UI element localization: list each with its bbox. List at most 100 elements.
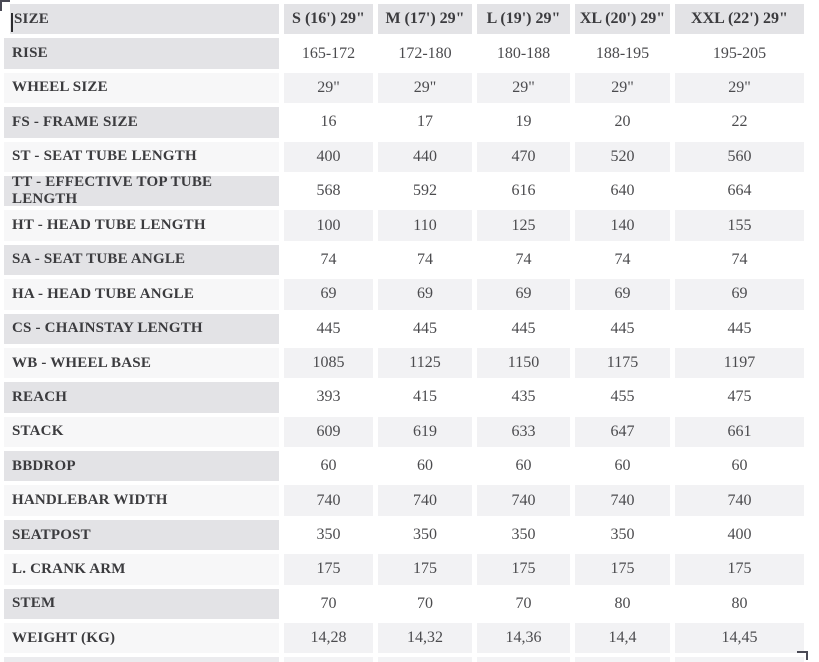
value-cell: 609	[284, 416, 373, 448]
value-cell: 100	[284, 210, 373, 241]
value-cell: 125	[477, 210, 570, 241]
value-cell: 400	[675, 519, 804, 551]
value-cell: 350	[378, 519, 472, 551]
value-cell: 1197	[675, 347, 804, 379]
value-cell: 175	[284, 554, 373, 585]
value-cell: 664	[675, 175, 804, 207]
value-cell: 445	[284, 313, 373, 344]
row-label: SA - SEAT TUBE ANGLE	[4, 244, 279, 276]
text-cursor-caret	[11, 13, 13, 32]
row-label: FS - FRAME SIZE	[4, 107, 279, 138]
value-cell: 445	[477, 313, 570, 344]
value-cell: 14,32	[378, 623, 472, 654]
partial-row-value	[575, 657, 670, 662]
row-label: SEATPOST	[4, 519, 279, 551]
value-cell: 60	[675, 451, 804, 482]
value-cell: 110	[378, 210, 472, 241]
value-cell: 175	[675, 554, 804, 585]
value-cell: 568	[284, 175, 373, 207]
value-cell: 60	[378, 451, 472, 482]
value-cell: 14,45	[675, 623, 804, 654]
value-cell: 70	[284, 588, 373, 620]
value-cell: 69	[284, 279, 373, 310]
column-header-4: XXL (22') 29"	[675, 4, 804, 35]
row-label: STEM	[4, 588, 279, 620]
value-cell: 14,4	[575, 623, 670, 654]
value-cell: 1085	[284, 347, 373, 379]
value-cell: 74	[284, 244, 373, 276]
value-cell: 560	[675, 141, 804, 172]
row-label: WB - WHEEL BASE	[4, 347, 279, 379]
row-label: HT - HEAD TUBE LENGTH	[4, 210, 279, 241]
partial-row-value	[477, 657, 570, 662]
row-label: BBDROP	[4, 451, 279, 482]
value-cell: 475	[675, 382, 804, 413]
value-cell: 70	[477, 588, 570, 620]
row-label: CS - CHAINSTAY LENGTH	[4, 313, 279, 344]
value-cell: 74	[477, 244, 570, 276]
value-cell: 74	[378, 244, 472, 276]
value-cell: 172-180	[378, 38, 472, 69]
value-cell: 60	[575, 451, 670, 482]
value-cell: 155	[675, 210, 804, 241]
value-cell: 1125	[378, 347, 472, 379]
value-cell: 20	[575, 107, 670, 138]
value-cell: 29"	[477, 72, 570, 104]
value-cell: 69	[477, 279, 570, 310]
value-cell: 393	[284, 382, 373, 413]
row-label: STACK	[4, 416, 279, 448]
value-cell: 69	[675, 279, 804, 310]
value-cell: 350	[575, 519, 670, 551]
column-header-0: S (16') 29"	[284, 4, 373, 35]
value-cell: 69	[378, 279, 472, 310]
value-cell: 14,36	[477, 623, 570, 654]
row-label: ST - SEAT TUBE LENGTH	[4, 141, 279, 172]
value-cell: 1175	[575, 347, 670, 379]
resize-handle-bottom-right-icon[interactable]	[797, 651, 808, 660]
value-cell: 74	[575, 244, 670, 276]
value-cell: 1150	[477, 347, 570, 379]
value-cell: 29"	[575, 72, 670, 104]
value-cell: 60	[284, 451, 373, 482]
partial-row-value	[284, 657, 373, 662]
column-header-2: L (19') 29"	[477, 4, 570, 35]
value-cell: 29"	[675, 72, 804, 104]
value-cell: 440	[378, 141, 472, 172]
value-cell: 435	[477, 382, 570, 413]
value-cell: 22	[675, 107, 804, 138]
value-cell: 740	[284, 485, 373, 516]
value-cell: 175	[575, 554, 670, 585]
header-size-cell: SIZE	[4, 4, 279, 35]
size-chart-table: SIZE S (16') 29" M (17') 29" L (19') 29" XL …	[4, 4, 804, 662]
row-label: L. CRANK ARM	[4, 554, 279, 585]
value-cell: 740	[477, 485, 570, 516]
value-cell: 520	[575, 141, 670, 172]
row-label: HANDLEBAR WIDTH	[4, 485, 279, 516]
value-cell: 619	[378, 416, 472, 448]
value-cell: 69	[575, 279, 670, 310]
value-cell: 661	[675, 416, 804, 448]
value-cell: 640	[575, 175, 670, 207]
value-cell: 445	[378, 313, 472, 344]
value-cell: 350	[477, 519, 570, 551]
value-cell: 175	[378, 554, 472, 585]
value-cell: 140	[575, 210, 670, 241]
value-cell: 195-205	[675, 38, 804, 69]
row-label: HA - HEAD TUBE ANGLE	[4, 279, 279, 310]
value-cell: 14,28	[284, 623, 373, 654]
value-cell: 455	[575, 382, 670, 413]
value-cell: 74	[675, 244, 804, 276]
value-cell: 80	[575, 588, 670, 620]
value-cell: 16	[284, 107, 373, 138]
value-cell: 647	[575, 416, 670, 448]
value-cell: 415	[378, 382, 472, 413]
partial-row-value	[378, 657, 472, 662]
value-cell: 740	[575, 485, 670, 516]
resize-handle-top-left-icon[interactable]	[0, 0, 10, 11]
value-cell: 70	[378, 588, 472, 620]
value-cell: 740	[378, 485, 472, 516]
value-cell: 470	[477, 141, 570, 172]
value-cell: 592	[378, 175, 472, 207]
value-cell: 175	[477, 554, 570, 585]
